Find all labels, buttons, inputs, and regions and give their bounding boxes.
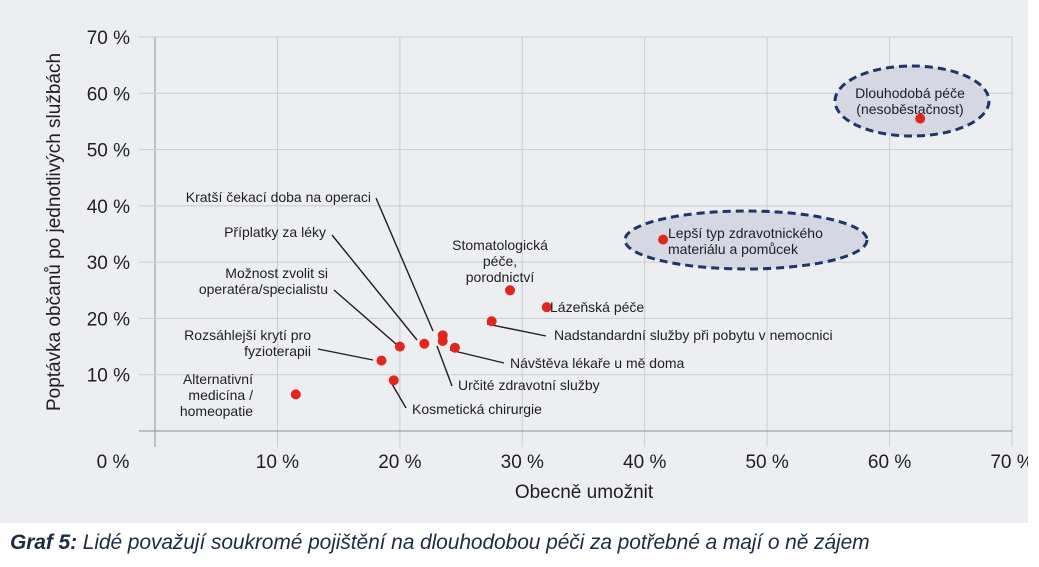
point-label-line: Alternativní <box>183 371 253 387</box>
figure-caption: Graf 5: Lidé považují soukromé pojištění… <box>10 531 1035 555</box>
point-label-line: Kratší čekací doba na operaci <box>186 189 371 205</box>
data-point <box>394 341 405 352</box>
point-label-line: Kosmetická chirurgie <box>412 401 542 417</box>
point-label-line: Dlouhodobá péče <box>855 85 965 101</box>
data-point <box>376 355 387 366</box>
point-label: Určité zdravotní služby <box>458 377 600 393</box>
data-point <box>449 342 460 353</box>
point-label-line: Možnost zvolit si <box>225 265 328 281</box>
point-label-line: Určité zdravotní služby <box>458 377 600 393</box>
point-label-line: fyzioterapii <box>244 343 311 359</box>
point-label: Příplatky za léky <box>224 224 326 240</box>
leader-lines <box>317 197 547 409</box>
point-label: Dlouhodobá péče (nesoběstačnost) <box>855 85 965 117</box>
data-point <box>658 234 669 245</box>
point-labels: Dlouhodobá péče (nesoběstačnost) Lepší typ… <box>180 85 965 419</box>
leader-line <box>391 383 407 409</box>
leader-line <box>333 289 397 345</box>
x-tick-label: 50 % <box>745 452 788 473</box>
y-tick-label: 70 % <box>87 28 130 49</box>
y-tick-label: 60 % <box>87 84 130 105</box>
point-label-line: porodnictví <box>466 269 535 285</box>
x-tick-label: 40 % <box>623 452 666 473</box>
leader-line <box>449 349 505 364</box>
caption-prefix: Graf 5: <box>10 531 77 554</box>
x-tick-label: 20 % <box>378 452 421 473</box>
point-label-line: Příplatky za léky <box>224 224 326 240</box>
data-point <box>541 302 552 313</box>
point-label: Nadstandardní služby při pobytu v nemocn… <box>554 327 833 343</box>
point-label: Možnost zvolit si operatéra/specialistu <box>199 265 328 297</box>
point-label-line: Návštěva lékaře u mě doma <box>510 355 685 371</box>
point-label-line: operatéra/specialistu <box>199 281 328 297</box>
y-tick-label: 20 % <box>87 309 130 330</box>
axis-ticks: 0 % 10 % 20 % 30 % 40 % 50 % 60 % 70 % 10 % 20 % 3… <box>87 28 1028 473</box>
data-point <box>915 113 926 124</box>
highlight-ellipse <box>623 209 869 271</box>
point-label-line: Stomatologická <box>452 237 548 253</box>
data-point <box>388 375 399 386</box>
y-tick-label: 30 % <box>87 253 130 274</box>
data-point <box>505 285 516 296</box>
highlight-ellipse <box>833 64 991 138</box>
data-point <box>290 389 301 400</box>
leader-line <box>331 234 418 341</box>
highlight-layer <box>623 64 991 271</box>
leader-line <box>317 348 374 361</box>
data-points <box>290 113 926 400</box>
point-label-line: Lepší typ zdravotnického <box>668 225 823 241</box>
point-label-line: Lázeňská péče <box>550 299 644 315</box>
point-label: Kosmetická chirurgie <box>412 401 542 417</box>
data-point <box>419 338 430 349</box>
x-tick-label: 70 % <box>990 452 1028 473</box>
point-label-line: Rozsáhlejší krytí pro <box>184 327 311 343</box>
x-tick-label: 10 % <box>256 452 299 473</box>
caption-text: Lidé považují soukromé pojištění na dlou… <box>82 531 870 554</box>
point-label-line: Nadstandardní služby při pobytu v nemocn… <box>554 327 833 343</box>
point-label: Alternativní medicína / homeopatie <box>180 371 253 419</box>
point-label-line: medicína / <box>188 387 253 403</box>
leader-line <box>436 345 453 387</box>
x-tick-label: 0 % <box>97 452 130 473</box>
chart-panel: Dlouhodobá péče (nesoběstačnost) Lepší typ… <box>0 0 1028 523</box>
point-label: Návštěva lékaře u mě doma <box>510 355 685 371</box>
data-point <box>437 335 448 346</box>
point-label: Rozsáhlejší krytí pro fyzioterapii <box>184 327 311 359</box>
point-label: Stomatologická péče, porodnictví <box>452 237 548 285</box>
y-tick-label: 40 % <box>87 197 130 218</box>
leader-line <box>375 197 434 332</box>
x-tick-label: 60 % <box>868 452 911 473</box>
data-point <box>486 316 497 327</box>
x-tick-label: 30 % <box>501 452 544 473</box>
point-label-line: homeopatie <box>180 403 253 419</box>
y-tick-label: 50 % <box>87 141 130 162</box>
point-label-line: péče, <box>483 253 517 269</box>
scatter-chart: Dlouhodobá péče (nesoběstačnost) Lepší typ… <box>44 28 1028 503</box>
point-label-line: (nesoběstačnost) <box>856 101 963 117</box>
point-label: Kratší čekací doba na operaci <box>186 189 371 205</box>
leader-line <box>486 323 547 337</box>
y-tick-label: 10 % <box>87 366 130 387</box>
point-label: Lepší typ zdravotnického materiálu a pomů… <box>668 225 823 257</box>
y-axis-title: Poptávka občanů po jednotlivých službách <box>44 53 65 411</box>
point-label: Lázeňská péče <box>550 299 644 315</box>
point-label-line: materiálu a pomůcek <box>668 241 799 257</box>
x-axis-title: Obecně umožnit <box>515 482 654 503</box>
